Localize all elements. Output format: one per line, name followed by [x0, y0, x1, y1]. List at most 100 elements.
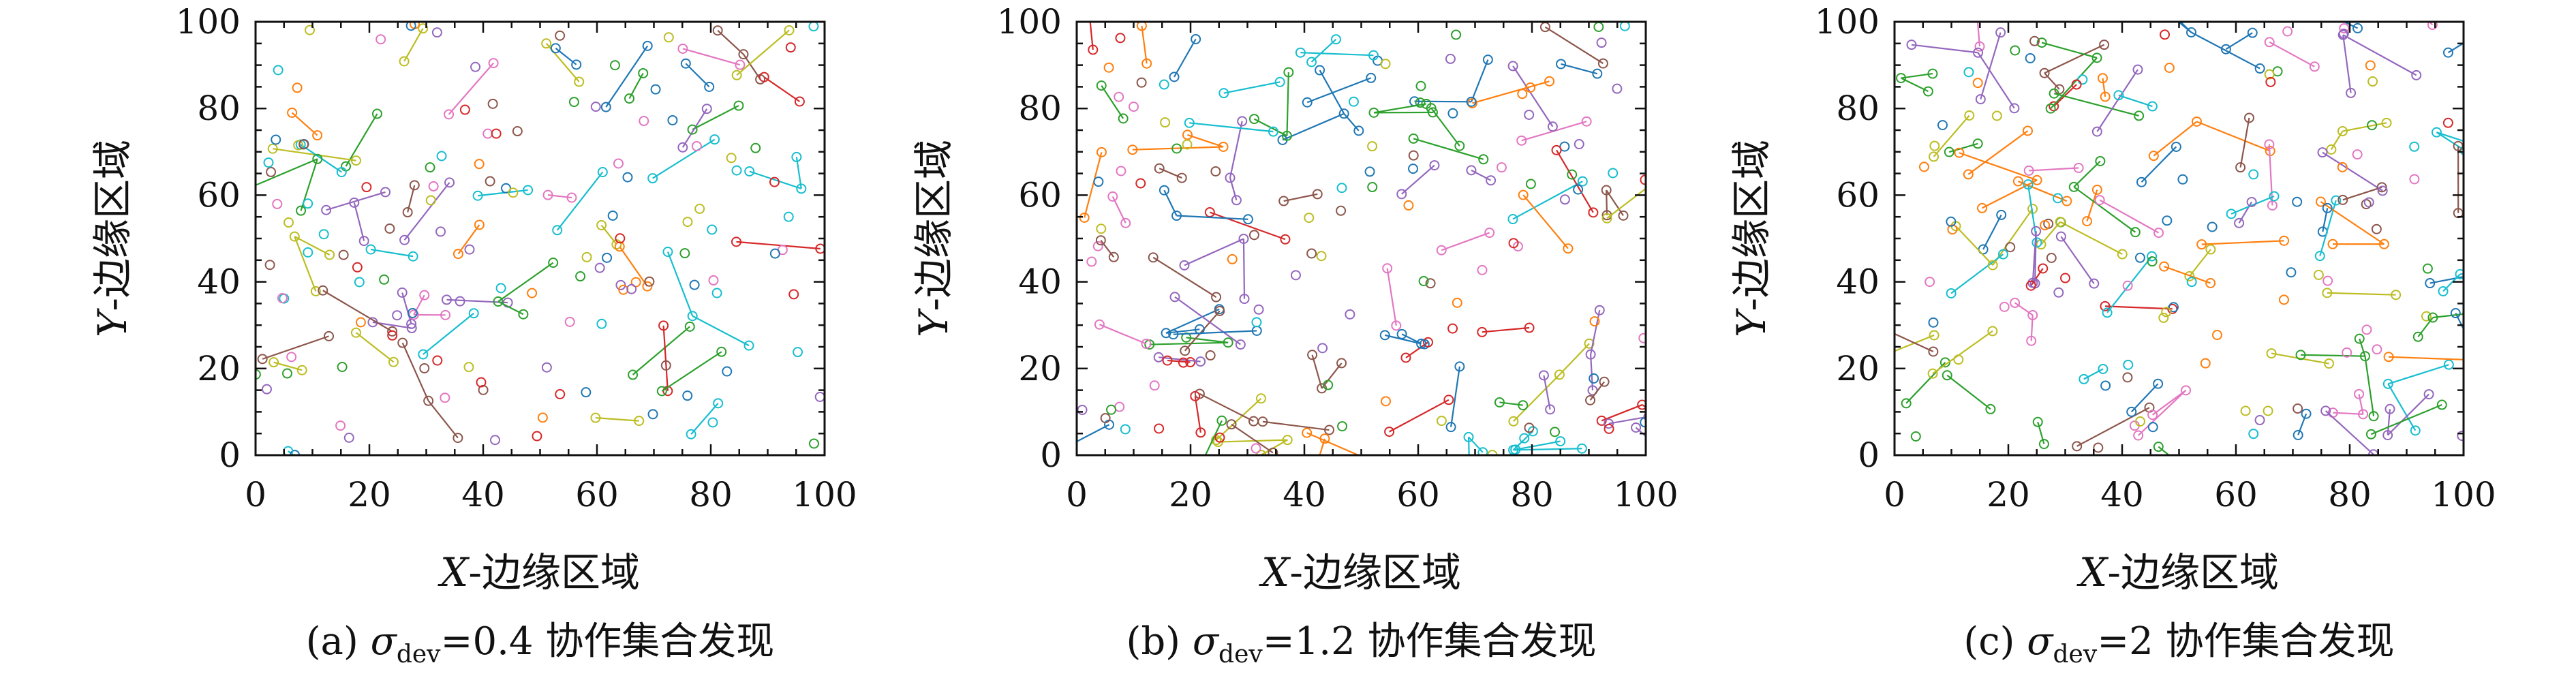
scatter-point [1996, 209, 2007, 220]
scatter-point [575, 271, 586, 282]
y-tick-label: 40 [197, 262, 241, 302]
link-line [1184, 238, 1244, 266]
scatter-point [1977, 202, 1988, 213]
scatter-point [1466, 491, 1475, 499]
scatter-point [440, 392, 450, 403]
scatter-point [266, 166, 277, 177]
link-line [1215, 397, 1262, 441]
y-tick-label: 60 [197, 175, 241, 215]
caption-symbol: σ [1193, 619, 1220, 664]
scatter-point [453, 249, 463, 260]
link-line [1386, 268, 1397, 326]
scatter-point [1589, 316, 1600, 327]
scatter-point [550, 43, 561, 54]
link-line [2137, 390, 2187, 436]
scatter-point [1556, 59, 1567, 70]
scatter-point [1972, 138, 1983, 149]
scatter-point [2264, 139, 2275, 150]
link-line [401, 292, 412, 324]
scatter-point [2423, 389, 2434, 400]
y-axis-label-var: Y [89, 308, 136, 337]
link-line [736, 241, 821, 250]
scatter-point [2038, 263, 2049, 274]
scatter-point [267, 143, 278, 154]
scatter-point [1422, 337, 1433, 348]
link-line [1089, 22, 1094, 50]
scatter-point [2147, 251, 2158, 262]
scatter-point [2243, 112, 2254, 123]
link-line [1189, 122, 1274, 133]
link-line [692, 315, 750, 347]
link-line [1471, 59, 1489, 102]
scatter-point [1179, 260, 1190, 271]
scatter-point [455, 296, 465, 307]
scatter-point [324, 249, 335, 260]
scatter-point [419, 363, 430, 373]
scatter-point [1929, 330, 1939, 341]
scatter-point [2507, 152, 2516, 161]
scatter-point [571, 59, 582, 70]
scatter-point [1317, 383, 1328, 394]
link-line [2106, 256, 2153, 313]
scatter-point [1092, 241, 1103, 251]
link-line [1468, 436, 1484, 453]
caption-subscript: dev [2053, 641, 2098, 668]
scatter-point [2091, 184, 2102, 195]
scatter-point [408, 251, 418, 262]
link-line [2044, 72, 2060, 90]
scatter-point [2077, 74, 2088, 85]
scatter-point [405, 22, 416, 31]
scatter-point [1191, 33, 1201, 44]
link-line [427, 400, 459, 439]
scatter-point [2443, 359, 2454, 370]
scatter-point [2292, 196, 2303, 207]
scatter-point [2265, 76, 2276, 87]
scatter-point [1925, 277, 1935, 288]
link-line [413, 294, 425, 315]
scatter-point [269, 357, 279, 368]
scatter-point [1581, 116, 1592, 127]
scatter-point [1178, 357, 1189, 368]
scatter-point [1415, 80, 1426, 91]
scatter-point [1999, 301, 2010, 312]
caption-b: (b) σdev=1.2 协作集合发现 [1126, 619, 1596, 668]
link-line [1543, 375, 1551, 410]
scatter-point [1929, 140, 1940, 151]
link-line [2342, 35, 2352, 93]
scatter-point [2168, 302, 2179, 313]
scatter-point [261, 384, 272, 395]
scatter-point [336, 167, 347, 178]
link-line [556, 171, 604, 231]
link-line [1932, 330, 1993, 375]
scatter-point [2337, 126, 2348, 137]
scatter-point [788, 289, 799, 300]
link-line [2432, 313, 2464, 319]
link-line [1556, 149, 1594, 213]
scatter-point [667, 114, 678, 125]
link-line [2073, 160, 2101, 188]
scatter-point [2100, 91, 2111, 102]
scatter-point [1484, 228, 1495, 238]
scatter-point [1302, 97, 1313, 108]
scatter-point [2032, 416, 2043, 427]
scatter-point [1584, 338, 1595, 349]
scatter-point [1508, 238, 1519, 249]
link-line [262, 335, 329, 360]
scatter-point [626, 283, 637, 294]
scatter-point [1601, 185, 1612, 196]
scatter-point [1574, 139, 1584, 150]
caption-suffix: =0.4 协作集合发现 [441, 619, 775, 664]
link-line [666, 251, 694, 317]
scatter-point [815, 243, 825, 254]
link-line [1515, 440, 1561, 450]
scatter-point [375, 34, 386, 45]
link-line [661, 351, 722, 392]
link-line [2387, 364, 2449, 385]
scatter-point [1585, 395, 1596, 405]
scatter-point [1176, 172, 1187, 183]
scatter-point [1507, 61, 1518, 72]
scatter-point [474, 219, 485, 230]
scatter-point [1619, 22, 1630, 31]
scatter-point [1403, 200, 1414, 211]
scatter-point [548, 258, 559, 268]
